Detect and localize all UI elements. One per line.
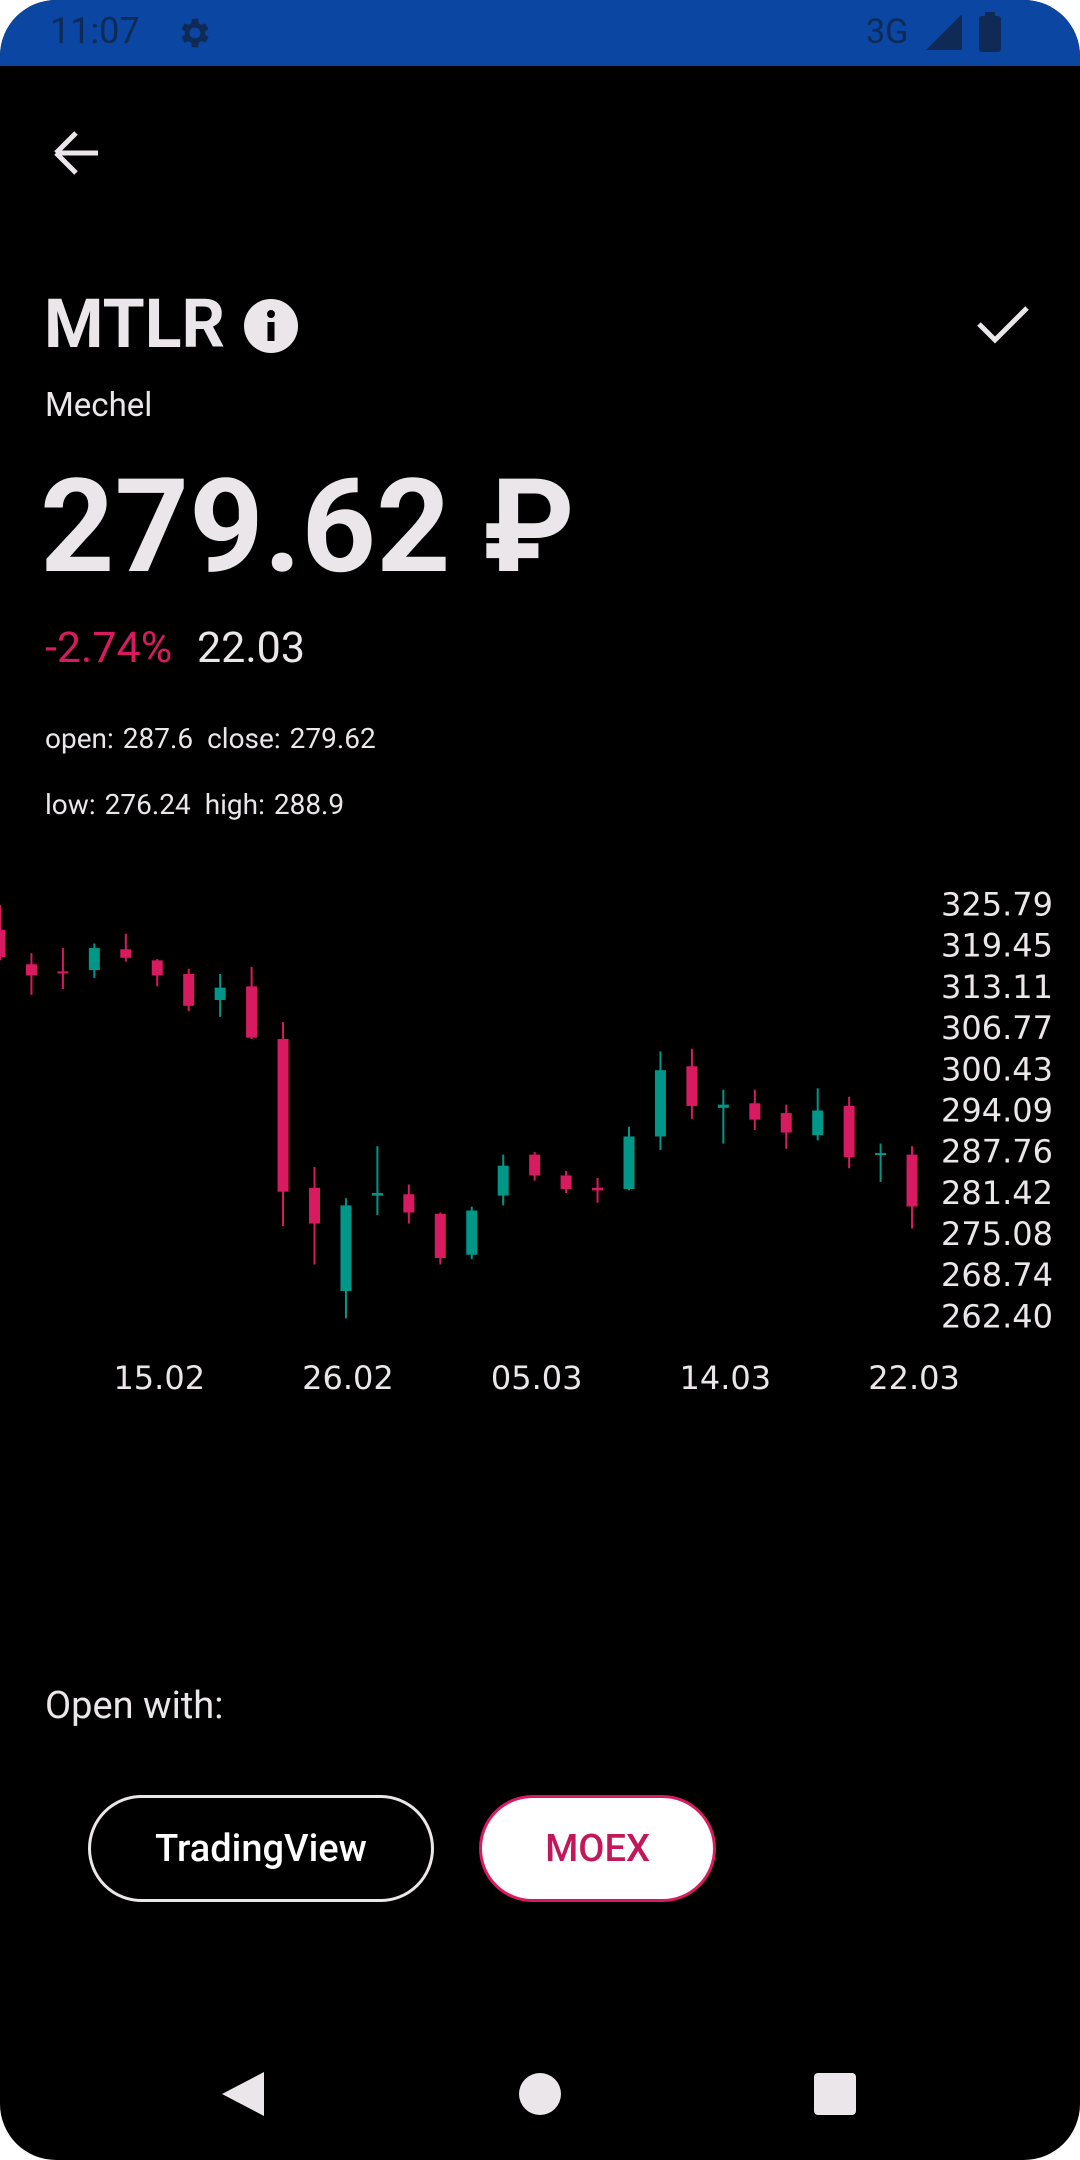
open-with-label: Open with: bbox=[45, 1684, 224, 1728]
candle-body bbox=[843, 1105, 855, 1158]
candle-body bbox=[623, 1136, 635, 1190]
ticker: MTLR bbox=[44, 284, 226, 364]
x-tick-label: 15.02 bbox=[113, 1359, 205, 1397]
nav-home[interactable] bbox=[519, 2073, 561, 2115]
network-type: 3G bbox=[866, 12, 909, 52]
candle-body bbox=[906, 1154, 918, 1207]
candle-body bbox=[371, 1192, 383, 1196]
candle-body bbox=[403, 1194, 415, 1213]
nav-recents[interactable] bbox=[814, 2073, 856, 2115]
candle-body bbox=[717, 1104, 729, 1108]
candle-body bbox=[529, 1154, 541, 1176]
candle-body bbox=[25, 964, 37, 976]
candle-body bbox=[120, 949, 132, 958]
candle-body bbox=[780, 1113, 792, 1133]
stat-label: open: bbox=[45, 722, 114, 755]
y-tick-label: 306.77 bbox=[941, 1009, 1053, 1047]
date: 22.03 bbox=[197, 623, 306, 673]
y-tick-label: 294.09 bbox=[941, 1091, 1053, 1129]
candle-body bbox=[812, 1110, 824, 1136]
stat-value: 287.6 bbox=[122, 722, 194, 755]
candle-body bbox=[592, 1187, 604, 1191]
candle-body bbox=[875, 1153, 887, 1156]
candle-body bbox=[654, 1070, 666, 1137]
candle-body bbox=[686, 1066, 698, 1106]
candle-body bbox=[0, 929, 6, 958]
candle-body bbox=[151, 960, 163, 976]
candle-body bbox=[183, 974, 195, 1006]
x-tick-label: 14.03 bbox=[680, 1359, 772, 1397]
stat-label: close: bbox=[207, 722, 281, 755]
candle-body bbox=[246, 986, 258, 1038]
stat-value: 288.9 bbox=[273, 788, 345, 821]
candle-body bbox=[749, 1103, 761, 1120]
candle-body bbox=[57, 971, 69, 974]
stat-label: high: bbox=[204, 788, 265, 821]
nav-back[interactable] bbox=[222, 2072, 264, 2116]
candle-body bbox=[277, 1038, 289, 1192]
stat-value: 279.62 bbox=[289, 722, 376, 755]
stat-label: low: bbox=[45, 788, 96, 821]
candle-body bbox=[560, 1175, 572, 1190]
moex-button[interactable]: MOEX bbox=[479, 1795, 716, 1902]
clock: 11:07 bbox=[50, 10, 140, 52]
status-bar: 11:07 3G bbox=[0, 0, 1080, 66]
y-tick-label: 275.08 bbox=[941, 1215, 1053, 1253]
candle-body bbox=[214, 987, 226, 1001]
change: -2.74% bbox=[45, 623, 173, 673]
signal-icon bbox=[926, 14, 962, 50]
tradingview-button[interactable]: TradingView bbox=[88, 1795, 434, 1902]
back-button[interactable] bbox=[52, 130, 102, 176]
y-tick-label: 287.76 bbox=[941, 1133, 1053, 1171]
nav-bar bbox=[222, 2072, 856, 2116]
candle-body bbox=[466, 1210, 478, 1255]
x-tick-label: 22.03 bbox=[868, 1359, 960, 1397]
settings-icon bbox=[181, 18, 209, 48]
candle-body bbox=[340, 1205, 352, 1292]
company-name: Mechel bbox=[45, 386, 153, 425]
candle-body bbox=[434, 1213, 446, 1258]
x-tick-label: 26.02 bbox=[302, 1359, 394, 1397]
price: 279.62 ₽ bbox=[40, 450, 575, 603]
y-tick-label: 313.11 bbox=[941, 968, 1053, 1006]
y-tick-label: 319.45 bbox=[941, 927, 1053, 965]
stat-value: 276.24 bbox=[104, 788, 191, 821]
candle-body bbox=[309, 1187, 320, 1224]
y-tick-label: 325.79 bbox=[941, 886, 1053, 924]
check-button[interactable] bbox=[976, 302, 1030, 346]
y-tick-label: 262.40 bbox=[941, 1297, 1053, 1335]
battery-icon bbox=[979, 12, 1001, 52]
candle-body bbox=[497, 1165, 509, 1196]
candle-body bbox=[88, 948, 100, 971]
y-tick-label: 268.74 bbox=[941, 1256, 1053, 1294]
info-button[interactable] bbox=[243, 298, 299, 354]
y-tick-label: 281.42 bbox=[941, 1174, 1053, 1212]
x-tick-label: 05.03 bbox=[491, 1359, 583, 1397]
y-tick-label: 300.43 bbox=[941, 1050, 1053, 1088]
